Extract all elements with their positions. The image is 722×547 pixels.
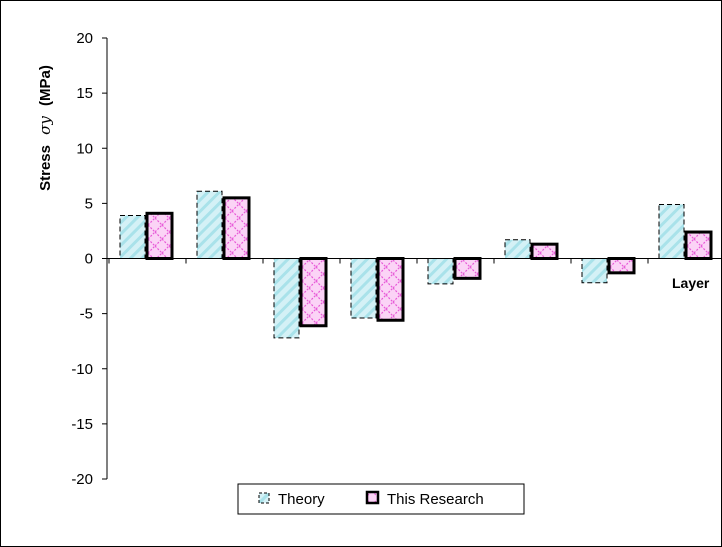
bar-theory bbox=[581, 258, 608, 284]
legend-box bbox=[237, 483, 525, 515]
bar-this-research bbox=[684, 230, 713, 260]
bar-theory bbox=[273, 258, 300, 339]
y-tick-label: -15 bbox=[71, 416, 93, 433]
y-tick-label: 15 bbox=[76, 85, 93, 102]
x-axis-label: Layer bbox=[672, 275, 710, 291]
bar-theory bbox=[504, 239, 531, 260]
y-tick-label: -20 bbox=[71, 471, 93, 488]
y-axis-unit: (MPa) bbox=[37, 65, 54, 106]
legend-label-research: This Research bbox=[387, 491, 484, 508]
bar-this-research bbox=[222, 196, 251, 261]
bar-theory bbox=[350, 258, 377, 319]
legend-swatch-research bbox=[365, 490, 380, 505]
y-axis-title: Stress σy (MPa) bbox=[36, 65, 54, 191]
bar-this-research bbox=[607, 257, 636, 275]
bar-theory bbox=[196, 190, 223, 259]
legend-label-theory: Theory bbox=[278, 491, 325, 508]
legend: Theory This Research bbox=[237, 483, 525, 515]
bars bbox=[119, 190, 713, 339]
legend-swatch-theory bbox=[258, 492, 270, 504]
y-tick-label: -5 bbox=[80, 306, 93, 323]
y-axis-label: Stress bbox=[37, 145, 54, 191]
y-axis: 20 15 10 5 0 -5 -10 -15 -20 bbox=[71, 30, 108, 488]
bar-this-research bbox=[299, 257, 328, 328]
bar-this-research bbox=[453, 257, 482, 280]
bar-this-research bbox=[376, 257, 405, 322]
y-axis-symbol: σy bbox=[36, 116, 54, 135]
y-tick-label: 5 bbox=[85, 195, 93, 212]
bar-this-research bbox=[530, 242, 559, 260]
y-tick-label: 0 bbox=[85, 251, 93, 268]
bar-theory bbox=[119, 215, 146, 260]
svg-text:Stress σy (MPa: Stress σy (MPa) bbox=[36, 65, 54, 191]
y-tick-label: -10 bbox=[71, 361, 93, 378]
x-axis bbox=[107, 258, 721, 264]
bar-theory bbox=[427, 258, 454, 285]
y-tick-label: 20 bbox=[76, 30, 93, 47]
y-tick-label: 10 bbox=[76, 140, 93, 157]
bar-this-research bbox=[145, 211, 174, 260]
bar-theory bbox=[658, 203, 685, 259]
